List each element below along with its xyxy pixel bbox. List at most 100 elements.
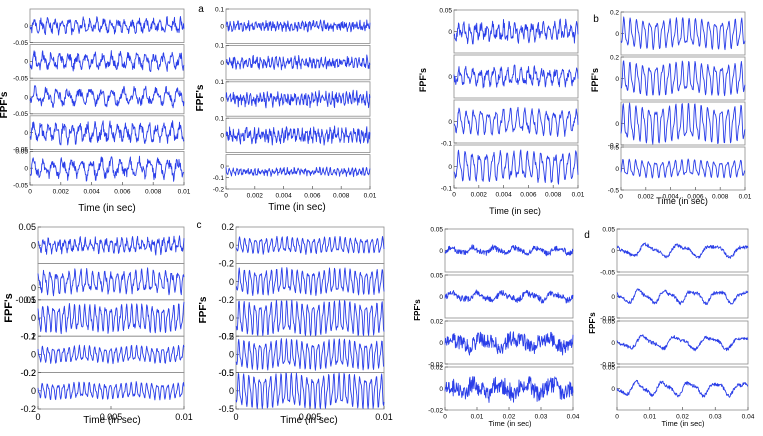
series-line	[235, 372, 385, 409]
y-tick-label: 0.02	[430, 318, 443, 325]
y-tick-label: 0	[220, 96, 224, 103]
panel-label: c	[197, 220, 202, 231]
subplot-5: 0.5 0 -0.5	[218, 368, 385, 414]
y-tick-label: -0.5	[218, 368, 234, 378]
y-tick-label: 0.5	[221, 368, 234, 378]
subplot-1: 0.05 0 -0.05	[600, 226, 749, 276]
y-tick-label: 0.1	[23, 295, 36, 305]
y-axis-label: FPF's	[418, 68, 428, 92]
y-tick-label: -0.2	[608, 142, 620, 149]
x-tick-label: 0	[619, 194, 623, 201]
y-tick-label: 0.2	[610, 9, 619, 16]
y-tick-label: 0	[31, 240, 36, 250]
y-tick-label: 0	[220, 23, 224, 30]
y-tick-label: 0.1	[215, 115, 224, 122]
x-tick-label: 0.004	[83, 189, 100, 196]
y-tick-label: 0	[31, 386, 36, 396]
y-tick-label: 0.05	[18, 222, 36, 232]
y-tick-label: 0	[448, 29, 452, 36]
y-tick-label: 0	[448, 74, 452, 81]
y-tick-label: 0.2	[23, 331, 36, 341]
y-axis-label: FPF's	[198, 296, 209, 323]
chart-panel-2: 0.100.100.100.100-0.1-0.20 0.002 0.004 0.00…	[195, 4, 377, 213]
y-tick-label: -0.1	[213, 175, 225, 182]
subplot-3: 0.10	[215, 79, 371, 117]
y-tick-label: 0	[229, 240, 234, 250]
y-axis-label: FPF's	[413, 299, 422, 321]
x-axis-label: Time (in sec)	[268, 202, 325, 213]
subplot-2: 0 -0.05	[15, 262, 185, 305]
series-line	[235, 235, 385, 255]
subplot-frame	[616, 274, 749, 319]
x-tick-label: 0.01	[572, 192, 585, 199]
y-tick-label: 0	[615, 166, 619, 173]
y-tick-label: 0	[611, 340, 615, 347]
series-line	[37, 235, 185, 256]
series-line	[620, 158, 746, 179]
y-tick-label: -0.05	[600, 315, 615, 322]
y-tick-label: -0.05	[13, 111, 28, 118]
series-line	[225, 19, 371, 33]
series-line	[37, 381, 185, 401]
x-tick-label: 0	[35, 412, 40, 422]
series-line	[620, 102, 746, 145]
subplot-2: 0.20	[610, 54, 746, 101]
subplot-1: 0.20	[610, 9, 746, 56]
subplot-3: 0.02 0 -0.02	[428, 318, 574, 368]
subplot-4: -0.05 0	[13, 115, 185, 154]
subplot-4: 0.02 0 -0.02	[428, 364, 574, 414]
x-tick-label: 0.006	[520, 192, 537, 199]
subplot-frame	[29, 115, 185, 150]
x-tick-label: 0.008	[333, 193, 350, 200]
series-line	[453, 106, 579, 137]
series-line	[616, 242, 749, 259]
series-line	[29, 16, 185, 36]
subplot-1: 0.10	[215, 6, 371, 44]
series-line	[620, 16, 746, 51]
x-axis-label: Time (in sec)	[488, 419, 532, 428]
y-tick-label: 0	[615, 31, 619, 38]
y-tick-label: 0	[31, 313, 36, 323]
series-line	[616, 334, 749, 352]
y-tick-label: 0	[229, 277, 234, 287]
y-tick-label: 0.1	[215, 6, 224, 13]
subplot-5: 0.2 0 -0.2	[20, 368, 185, 414]
y-tick-label: 0	[439, 386, 443, 393]
x-tick-label: 0.04	[742, 414, 755, 421]
series-line	[37, 267, 185, 297]
y-tick-label: -0.2	[20, 404, 36, 414]
subplot-1: 0.05 0	[430, 226, 574, 273]
x-tick-label: 0.005	[299, 412, 322, 422]
series-line	[453, 18, 579, 45]
subplot-4: 0.5 0 -0.5	[608, 144, 746, 194]
chart-panel-6: 0.20-0.20-0.20-0.20.50-0.50.50-0.50 0.005…	[197, 220, 393, 426]
y-tick-label: 0.5	[221, 331, 234, 341]
y-tick-label: 0	[439, 248, 443, 255]
subplot-frame	[616, 320, 749, 365]
y-tick-label: 0	[24, 130, 28, 137]
y-tick-label: 0.2	[610, 54, 619, 61]
series-line	[616, 379, 749, 398]
y-tick-label: -0.05	[13, 182, 28, 189]
y-tick-label: -0.05	[13, 40, 28, 47]
y-tick-label: -0.05	[13, 147, 28, 154]
x-axis-label: Time (in sec)	[83, 415, 140, 426]
y-tick-label: -0.1	[441, 185, 453, 192]
series-line	[37, 301, 185, 335]
x-tick-label: 0.02	[676, 414, 689, 421]
y-tick-label: -0.2	[218, 295, 234, 305]
y-tick-label: -0.05	[13, 75, 28, 82]
series-line	[37, 344, 185, 365]
y-tick-label: 0.2	[221, 222, 234, 232]
x-tick-label: 0.01	[643, 414, 656, 421]
x-tick-label: 0.002	[471, 192, 488, 199]
y-tick-label: 0	[24, 23, 28, 30]
subplot-frame	[225, 154, 371, 190]
series-line	[29, 155, 185, 182]
y-tick-label: 0.05	[430, 226, 443, 233]
series-line	[225, 125, 371, 146]
x-tick-label: 0.004	[662, 194, 679, 201]
